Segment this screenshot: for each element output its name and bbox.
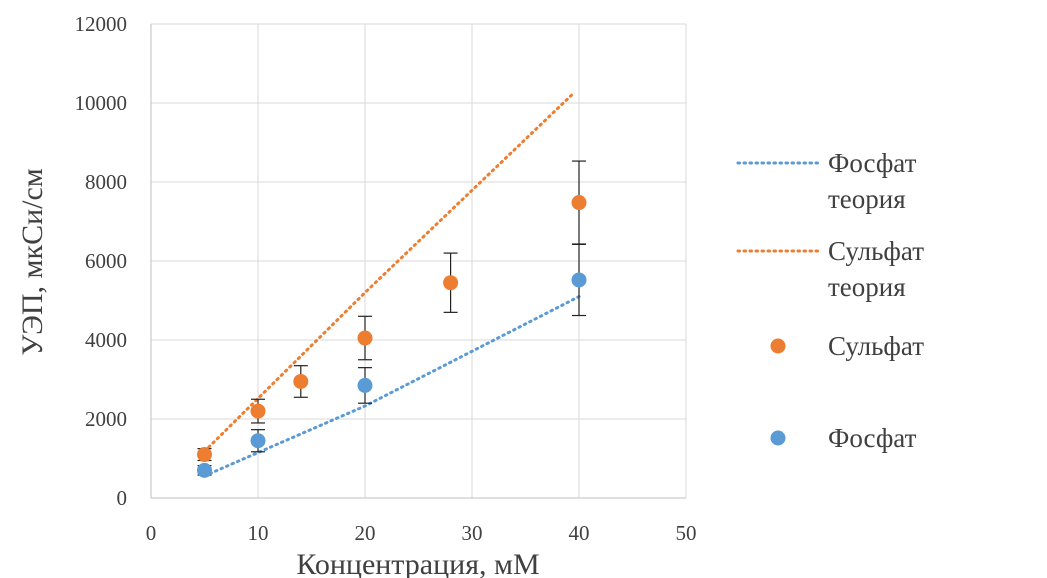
legend-label-line: теория [828,272,906,302]
x-axis-title: Концентрация, мМ [296,548,539,578]
legend-label-line: Сульфат [828,236,924,266]
grid [151,23,687,498]
series-markers [197,195,587,478]
legend-label: Сульфат теория [828,236,924,302]
y-tick-labels: 0 2000 4000 6000 8000 10000 12000 [75,12,128,510]
series-line-1 [203,91,576,453]
data-point [357,377,373,393]
data-point [250,403,266,419]
x-tick-label: 10 [248,521,269,545]
data-point [197,447,212,463]
legend-label: Фосфат [828,423,917,453]
y-tick-label: 0 [117,486,128,510]
data-point [197,462,212,478]
data-point [443,275,459,291]
data-point [571,272,587,288]
series-lines [203,91,581,478]
data-point [250,433,266,449]
y-tick-label: 12000 [75,12,128,36]
error-bars [197,160,586,476]
series-line-0 [203,295,581,478]
legend-label: Сульфат [828,331,924,361]
x-tick-label: 30 [462,521,483,545]
y-tick-label: 4000 [85,328,127,352]
data-point [571,195,587,211]
x-tick-label: 40 [569,521,590,545]
y-axis-title: УЭП, мкСи/см [16,168,49,356]
x-tick-label: 50 [676,521,697,545]
y-tick-label: 2000 [85,407,127,431]
data-point [293,373,309,389]
legend-swatch-marker [770,430,786,446]
x-tick-label: 20 [355,521,376,545]
data-point [357,330,373,346]
x-tick-label: 0 [146,521,157,545]
x-tick-labels: 0 10 20 30 40 50 [146,521,697,545]
legend-swatch-marker [770,338,786,354]
y-tick-label: 10000 [75,91,128,115]
legend-label: Фосфат теория [828,148,917,214]
axes [150,24,686,499]
legend-label-line: теория [828,184,906,214]
legend-label-line: Фосфат [828,148,917,178]
y-tick-label: 8000 [85,170,127,194]
y-tick-label: 6000 [85,249,127,273]
legend: Фосфат теория Сульфат теория Сульфат Фосфат [736,148,924,453]
